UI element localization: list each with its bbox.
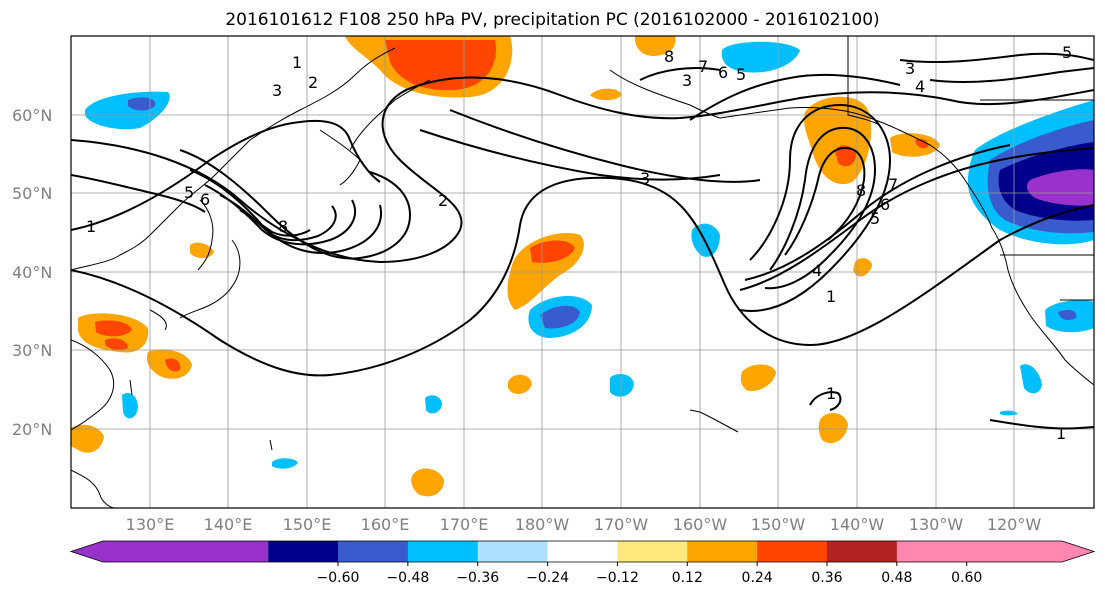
contour-label: 7 [888,175,898,194]
contour-label: 6 [718,63,728,82]
contour-label: 5 [736,65,746,84]
colorbar-segment [757,541,828,562]
contour-label: 1 [1056,424,1066,443]
precip-positive-areas [71,36,940,497]
contour-label: 1 [86,217,96,236]
contour-label: 5 [870,209,880,228]
colorbar-tick-label: 0.60 [951,570,982,586]
colorbar-tick-label: 0.48 [881,570,912,586]
colorbar-segment [687,541,758,562]
contour-label: 8 [856,181,866,200]
colorbar-tick-label: 0.36 [811,570,842,586]
colorbar-tick-label: 0.12 [672,570,703,586]
contour-label: 5 [184,183,194,202]
graticule [71,36,1094,508]
map-border [70,35,1095,509]
lon-label: 170°W [594,515,649,534]
longitude-labels: 130°E 140°E 150°E 160°E 170°E 180°W 170°… [126,515,1042,534]
lon-label: 160°W [673,515,728,534]
contour-label: 1 [826,287,836,306]
lon-label: 140°W [830,515,885,534]
contour-label: 2 [308,73,318,92]
colorbar-tick-label: −0.12 [596,570,639,586]
map-title: 2016101612 F108 250 hPa PV, precipitatio… [225,10,880,30]
colorbar: −0.60 −0.48 −0.36 −0.24 −0.12 0.12 0.24 0.36 0.4… [69,540,1096,586]
colorbar-extend-high [896,541,1094,562]
contour-label: 3 [682,71,692,90]
latitude-labels: 60°N 50°N 40°N 30°N 20°N [12,106,52,439]
colorbar-tick-label: −0.48 [386,570,429,586]
colorbar-segment [268,541,339,562]
contour-label: 8 [278,217,288,236]
pv-contours [71,52,1094,430]
contour-label: 3 [272,81,282,100]
contour-label: 5 [1062,43,1072,62]
colorbar-tick-label: −0.60 [317,570,360,586]
colorbar-tick-label: −0.36 [456,570,499,586]
colorbar-tick-label: −0.24 [526,570,569,586]
lon-label: 150°E [283,515,332,534]
colorbar-segment [826,541,898,562]
lon-label: 130°W [909,515,964,534]
lon-label: 170°E [440,515,489,534]
colorbar-segment [477,541,549,562]
contour-label: 1 [292,53,302,72]
contour-label: 6 [880,195,890,214]
lon-label: 150°W [751,515,806,534]
contour-labels: 1 2 3 1 5 6 8 2 3 3 4 8 7 6 5 4 1 1 1 8 … [86,43,1072,443]
contour-label: 7 [698,57,708,76]
lat-label: 30°N [12,341,52,360]
contour-label: 6 [200,190,210,209]
contour-label: 4 [812,261,822,280]
lat-label: 50°N [12,184,52,203]
colorbar-extend-low [71,541,269,562]
colorbar-tick-label: 0.24 [742,570,773,586]
colorbar-segment [617,541,688,562]
contour-label: 4 [915,77,925,96]
lat-label: 60°N [12,106,52,125]
colorbar-segment [407,541,479,562]
contour-label: 3 [905,59,915,78]
lon-label: 160°E [361,515,410,534]
lon-label: 180°W [515,515,570,534]
lon-label: 140°E [204,515,253,534]
lat-label: 20°N [12,420,52,439]
lat-label: 40°N [12,263,52,282]
lon-label: 130°E [126,515,175,534]
lon-label: 120°W [987,515,1042,534]
contour-label: 3 [640,169,650,188]
colorbar-outline [69,540,1096,563]
contour-label: 1 [826,384,836,403]
colorbar-segment [338,541,409,562]
contour-label: 8 [664,47,674,66]
colorbar-segment [547,541,618,562]
contour-label: 2 [438,191,448,210]
